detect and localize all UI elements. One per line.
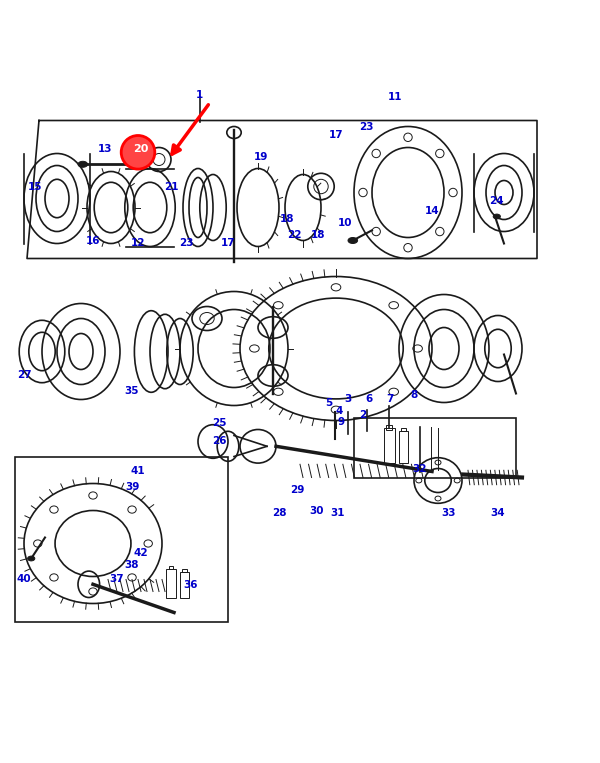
- Text: 12: 12: [131, 239, 145, 249]
- Text: 28: 28: [272, 508, 286, 519]
- Bar: [354, 417, 516, 478]
- Text: 37: 37: [110, 575, 124, 584]
- Ellipse shape: [28, 556, 35, 561]
- Text: 26: 26: [212, 436, 226, 446]
- Bar: [182, 568, 187, 572]
- Bar: [384, 428, 395, 462]
- Text: 11: 11: [388, 92, 402, 101]
- Text: 23: 23: [179, 239, 193, 249]
- Text: 20: 20: [133, 143, 149, 153]
- Text: 17: 17: [329, 130, 343, 140]
- Text: 7: 7: [386, 394, 394, 404]
- Text: 23: 23: [359, 121, 373, 131]
- Text: 33: 33: [442, 508, 456, 519]
- Text: 34: 34: [491, 508, 505, 519]
- Text: 1: 1: [196, 90, 203, 100]
- Text: 31: 31: [331, 508, 345, 519]
- Text: 5: 5: [325, 398, 332, 407]
- Bar: [399, 431, 408, 462]
- Text: 30: 30: [310, 506, 324, 516]
- Text: 39: 39: [125, 481, 139, 491]
- Text: 19: 19: [254, 152, 268, 162]
- Text: 35: 35: [125, 385, 139, 395]
- Text: 10: 10: [338, 217, 352, 227]
- Bar: [169, 565, 173, 569]
- Text: 27: 27: [17, 371, 31, 381]
- Text: 41: 41: [131, 466, 145, 477]
- Text: 42: 42: [134, 548, 148, 558]
- Text: 4: 4: [335, 407, 343, 417]
- Ellipse shape: [348, 237, 358, 243]
- Text: 15: 15: [28, 182, 42, 192]
- Text: 3: 3: [344, 394, 352, 404]
- Ellipse shape: [493, 214, 500, 219]
- Text: 36: 36: [184, 581, 198, 591]
- Text: 24: 24: [490, 197, 504, 207]
- Bar: [166, 569, 176, 597]
- Text: 29: 29: [290, 485, 304, 494]
- Text: 17: 17: [221, 239, 235, 249]
- Text: 14: 14: [425, 205, 439, 215]
- Text: 40: 40: [17, 575, 31, 584]
- Text: 2: 2: [359, 410, 367, 420]
- Text: 32: 32: [413, 463, 427, 474]
- Bar: [15, 456, 228, 622]
- Text: 6: 6: [365, 394, 373, 404]
- Text: 16: 16: [86, 236, 100, 246]
- Text: 13: 13: [98, 143, 112, 153]
- Bar: [386, 425, 392, 430]
- Text: 18: 18: [311, 230, 325, 240]
- Bar: [401, 428, 406, 431]
- Circle shape: [121, 136, 155, 169]
- Text: 8: 8: [410, 391, 418, 401]
- Text: 9: 9: [337, 417, 344, 427]
- Ellipse shape: [78, 161, 88, 167]
- Text: 25: 25: [212, 418, 226, 429]
- Text: 18: 18: [280, 214, 294, 224]
- Text: 22: 22: [287, 230, 301, 240]
- Bar: [180, 572, 189, 597]
- Text: 21: 21: [164, 182, 178, 192]
- Text: 38: 38: [125, 559, 139, 569]
